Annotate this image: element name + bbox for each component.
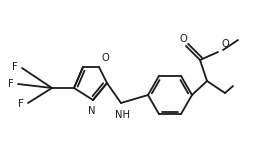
Text: O: O (102, 53, 110, 63)
Text: F: F (8, 79, 14, 89)
Text: F: F (12, 62, 18, 72)
Text: O: O (179, 34, 187, 44)
Text: N: N (88, 106, 96, 116)
Text: NH: NH (114, 110, 130, 120)
Text: F: F (18, 99, 24, 109)
Text: O: O (221, 39, 229, 49)
